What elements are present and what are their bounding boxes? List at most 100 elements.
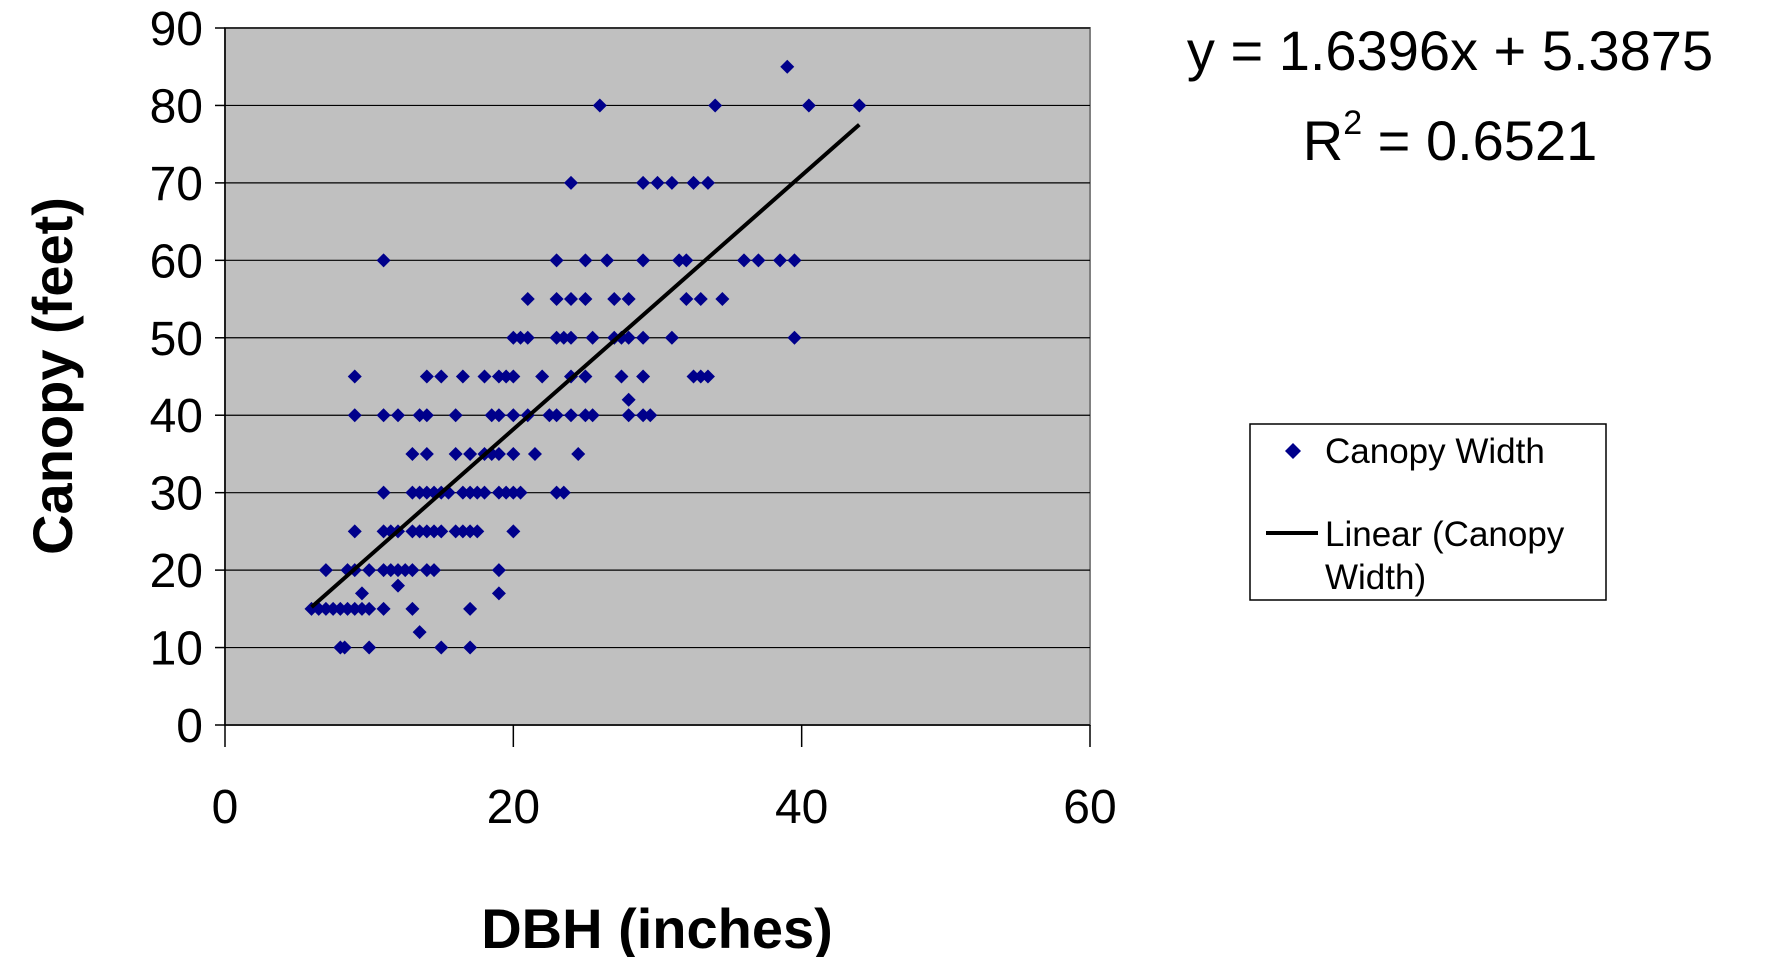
data-point-21 — [376, 563, 391, 578]
data-point-47 — [419, 369, 434, 384]
data-point-29 — [391, 563, 405, 578]
data-point-88 — [513, 485, 528, 500]
data-point-119 — [614, 369, 629, 384]
data-point-130 — [643, 408, 658, 423]
data-point-3 — [326, 601, 341, 616]
data-point-121 — [621, 392, 636, 407]
data-point-57 — [448, 446, 463, 461]
data-point-93 — [527, 446, 542, 461]
data-point-8 — [340, 601, 355, 616]
data-point-69 — [477, 485, 492, 500]
y-tick-label-70: 70 — [150, 158, 203, 211]
data-point-75 — [491, 563, 506, 578]
data-point-12 — [354, 601, 369, 616]
data-point-11 — [347, 601, 362, 616]
y-axis-title: Canopy (feet) — [21, 197, 84, 555]
data-point-36 — [405, 485, 420, 500]
x-tick-label-60: 60 — [1063, 781, 1116, 834]
data-point-132 — [664, 175, 679, 190]
data-point-78 — [491, 408, 506, 423]
data-point-84 — [506, 446, 521, 461]
data-point-128 — [636, 253, 651, 268]
data-point-7 — [333, 601, 348, 616]
data-point-41 — [412, 408, 427, 423]
data-point-142 — [700, 175, 715, 190]
data-point-85 — [506, 408, 521, 423]
data-point-110 — [578, 369, 593, 384]
data-point-23 — [376, 485, 391, 500]
data-point-59 — [455, 524, 470, 539]
data-point-86 — [506, 369, 521, 384]
data-point-44 — [419, 485, 434, 500]
data-point-67 — [470, 524, 485, 539]
y-tick-labels: 0 10 20 30 40 50 60 70 80 90 — [150, 3, 203, 753]
r-squared: R2 = 0.6521 — [1303, 104, 1597, 172]
data-point-58 — [448, 408, 463, 423]
data-point-135 — [679, 292, 694, 307]
data-point-103 — [564, 408, 578, 423]
data-point-13 — [347, 524, 362, 539]
x-tick-label-0: 0 — [212, 781, 239, 834]
data-point-92 — [520, 292, 535, 307]
data-point-34 — [405, 563, 420, 578]
data-point-61 — [455, 369, 470, 384]
data-point-48 — [427, 563, 442, 578]
r-squared-sup: 2 — [1343, 104, 1362, 142]
data-point-28 — [391, 578, 405, 593]
data-point-43 — [419, 524, 434, 539]
data-point-77 — [491, 446, 506, 461]
data-point-66 — [463, 446, 478, 461]
data-point-6 — [337, 640, 352, 655]
data-point-117 — [607, 292, 622, 307]
data-point-101 — [556, 485, 571, 500]
y-tick-label-50: 50 — [150, 313, 203, 366]
data-point-111 — [578, 292, 593, 307]
data-point-105 — [564, 330, 578, 345]
data-point-140 — [693, 292, 708, 307]
data-point-141 — [700, 369, 715, 384]
trendline-group — [310, 123, 861, 609]
scatter-points — [304, 59, 867, 655]
data-point-144 — [715, 292, 730, 307]
data-point-14 — [347, 408, 362, 423]
data-point-146 — [751, 253, 766, 268]
data-point-71 — [477, 369, 492, 384]
data-point-31 — [391, 408, 405, 423]
data-point-129 — [636, 175, 651, 190]
data-point-123 — [621, 408, 636, 423]
data-point-125 — [636, 408, 651, 423]
legend-label-canopy-width: Canopy Width — [1325, 432, 1545, 471]
data-point-40 — [412, 485, 427, 500]
data-point-127 — [636, 330, 651, 345]
data-point-72 — [484, 408, 499, 423]
r-squared-prefix: R — [1303, 109, 1343, 172]
trend-equation: y = 1.6396x + 5.3875 — [1187, 19, 1713, 82]
data-point-108 — [571, 446, 586, 461]
data-point-150 — [787, 330, 802, 345]
data-point-148 — [780, 59, 795, 74]
data-point-51 — [434, 640, 449, 655]
data-point-145 — [737, 253, 751, 268]
legend-box — [1249, 423, 1607, 601]
data-point-122 — [621, 330, 636, 345]
data-point-99 — [549, 292, 564, 307]
r-squared-value: = 0.6521 — [1362, 109, 1597, 172]
data-point-42 — [419, 563, 434, 578]
data-point-134 — [672, 253, 687, 268]
data-point-89 — [513, 330, 528, 345]
data-point-107 — [564, 175, 578, 190]
data-point-60 — [455, 485, 470, 500]
data-point-19 — [362, 563, 377, 578]
data-point-151 — [801, 98, 816, 113]
data-point-133 — [664, 330, 679, 345]
data-point-82 — [506, 524, 521, 539]
data-point-116 — [600, 253, 615, 268]
data-point-20 — [376, 601, 391, 616]
data-point-45 — [419, 446, 434, 461]
data-point-100 — [549, 253, 564, 268]
data-point-18 — [362, 601, 377, 616]
data-point-38 — [412, 625, 427, 640]
legend-marker-canopy-width — [1285, 443, 1301, 459]
axes — [215, 27, 1091, 747]
x-tick-label-20: 20 — [487, 781, 540, 834]
